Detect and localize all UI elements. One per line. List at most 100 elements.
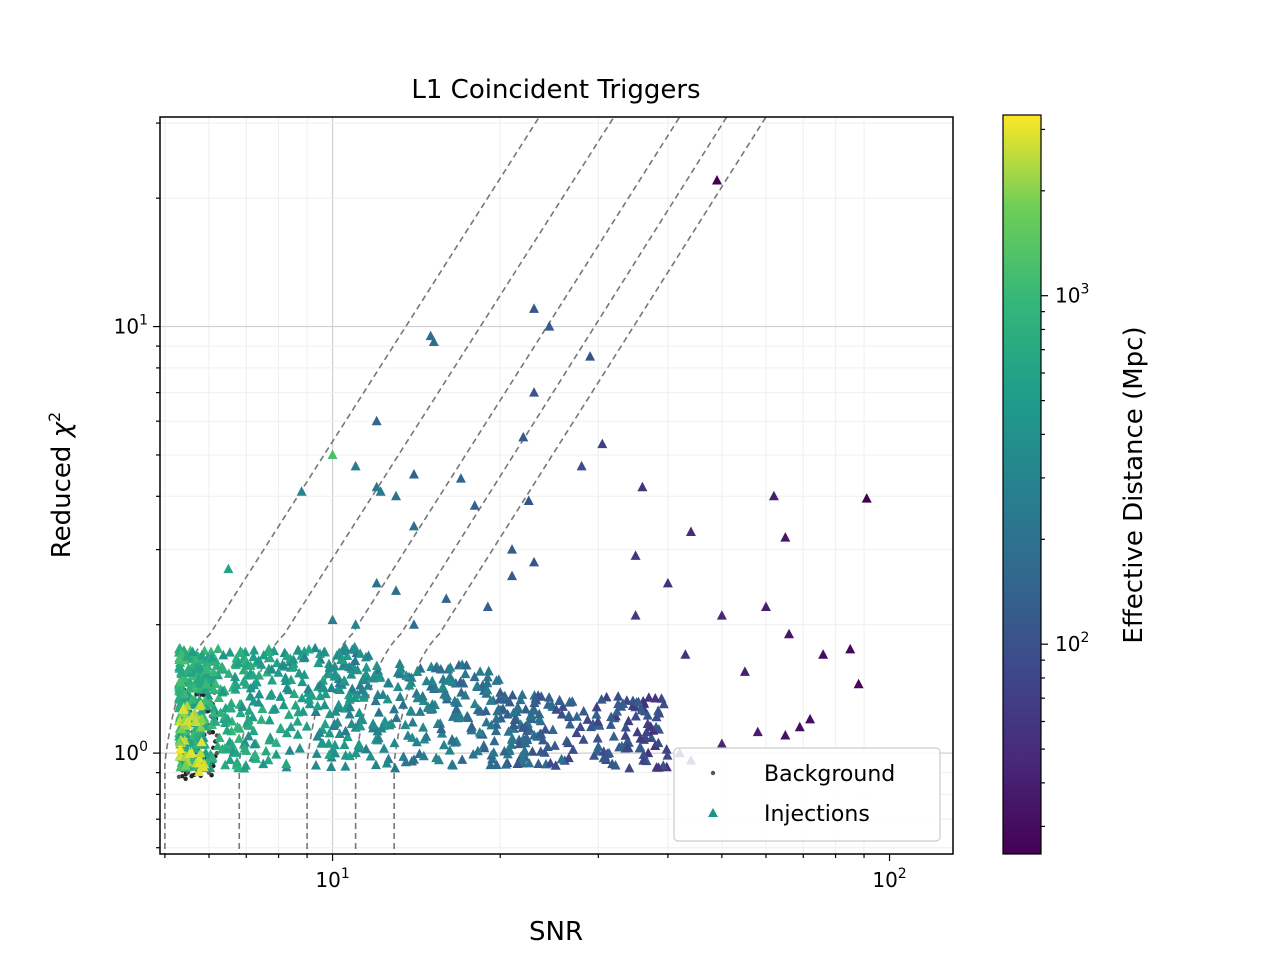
injection-point	[333, 699, 344, 709]
injection-point	[334, 684, 345, 695]
colorbar-label: Effective Distance (Mpc)	[1119, 326, 1149, 643]
injection-point	[376, 722, 387, 733]
injection-point	[412, 666, 423, 677]
injection-point	[455, 676, 466, 687]
injection-point	[298, 706, 309, 716]
injection-point	[232, 756, 243, 767]
injection-point	[507, 733, 518, 743]
injection-point	[491, 713, 502, 723]
injection-point	[245, 690, 256, 701]
injection-point	[438, 739, 449, 750]
injection-point	[344, 694, 355, 704]
injection-point	[184, 682, 195, 693]
injection-point	[401, 670, 412, 680]
injection-point	[393, 681, 404, 692]
x-axis: 101 102	[164, 854, 907, 892]
injection-point	[301, 721, 312, 731]
injection-point	[630, 711, 641, 721]
injection-point	[845, 643, 856, 654]
injection-point	[222, 713, 233, 724]
injection-point	[195, 747, 206, 758]
injection-point	[373, 707, 384, 717]
injection-point	[633, 696, 644, 707]
injection-point	[447, 735, 458, 745]
injection-point	[245, 682, 256, 693]
injection-point	[578, 706, 589, 716]
injection-point	[408, 520, 419, 531]
injection-point	[550, 760, 561, 770]
injection-point	[231, 747, 242, 757]
injection-point	[250, 749, 261, 759]
injection-point	[488, 747, 499, 757]
y-axis-label-exponent: 2	[45, 412, 64, 422]
injection-point	[227, 716, 238, 726]
injection-point	[620, 722, 631, 732]
injection-point	[327, 614, 338, 625]
injection-point	[592, 733, 603, 743]
injection-point	[208, 684, 219, 695]
injection-point	[225, 754, 236, 765]
injection-point	[564, 718, 575, 729]
injection-point	[739, 666, 750, 676]
injection-point	[182, 715, 193, 726]
injection-point	[192, 662, 203, 673]
injection-point	[296, 486, 307, 496]
injection-point	[635, 733, 646, 743]
injection-point	[474, 727, 485, 737]
injection-point	[529, 387, 540, 397]
injection-point	[658, 698, 669, 709]
injection-point	[357, 674, 368, 685]
injection-point	[217, 686, 228, 696]
injection-point	[561, 735, 572, 746]
injection-point	[260, 745, 271, 756]
injection-point	[277, 659, 288, 670]
background-point	[183, 776, 188, 781]
injection-point	[311, 748, 322, 758]
injection-point	[425, 330, 436, 341]
injection-point	[332, 717, 343, 727]
injection-point	[638, 749, 649, 759]
injection-point	[641, 726, 652, 737]
injection-point	[589, 750, 600, 760]
injection-point	[480, 705, 491, 716]
injection-point	[481, 716, 492, 727]
injection-point	[608, 731, 619, 741]
injection-point	[370, 695, 381, 706]
injection-point	[210, 716, 221, 726]
injection-point	[398, 699, 409, 709]
injection-point	[861, 493, 872, 503]
injection-point	[454, 711, 465, 722]
injection-point	[193, 757, 204, 768]
injection-point	[576, 460, 587, 471]
injection-point	[469, 671, 480, 682]
injection-point	[711, 175, 722, 185]
injection-point	[201, 664, 212, 674]
injection-point	[327, 449, 338, 459]
injection-point	[389, 737, 400, 748]
injection-point	[243, 730, 254, 741]
injection-point	[175, 729, 186, 740]
injection-point	[319, 699, 330, 710]
injection-point	[534, 708, 545, 719]
injection-point	[591, 709, 602, 719]
injection-point	[361, 662, 372, 672]
injection-point	[498, 703, 509, 713]
injection-point	[437, 681, 448, 692]
injection-point	[586, 721, 597, 732]
injection-point	[627, 700, 638, 710]
injection-point	[716, 738, 727, 749]
injection-point	[347, 683, 358, 694]
injection-point	[431, 752, 442, 763]
injection-point	[418, 722, 429, 732]
injection-point	[375, 486, 386, 496]
injection-point	[256, 659, 267, 669]
injection-point	[323, 738, 334, 748]
injection-point	[546, 699, 557, 709]
injection-point	[312, 700, 323, 711]
injection-point	[231, 679, 242, 689]
injection-point	[680, 649, 691, 659]
injection-point	[378, 743, 389, 753]
injection-point	[592, 716, 603, 726]
injection-point	[534, 713, 545, 724]
injection-point	[373, 732, 384, 743]
